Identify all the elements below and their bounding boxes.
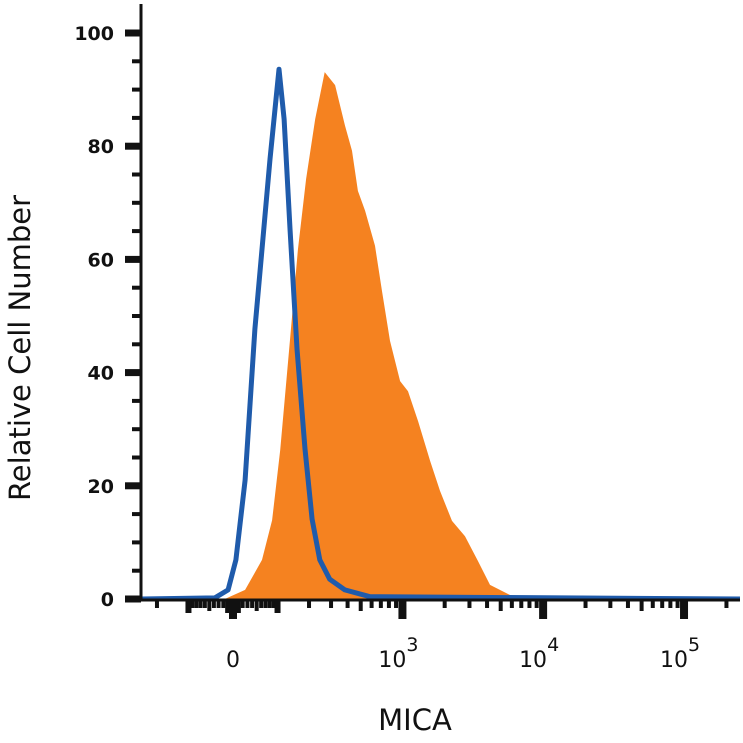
x-tick-label: 0 (226, 648, 240, 673)
y-tick-label: 20 (88, 476, 114, 498)
y-tick-label: 80 (88, 136, 114, 158)
x-tick-exponent: 3 (406, 634, 418, 656)
y-tick-label: 60 (88, 249, 114, 271)
series-layer (141, 66, 741, 602)
x-tick-label: 104 (519, 634, 559, 673)
x-tick-base: 10 (378, 648, 406, 673)
y-axis-title: Relative Cell Number (3, 195, 37, 501)
series-filled-histogram (224, 72, 530, 600)
y-tick-label: 40 (88, 363, 114, 385)
x-axis-title: MICA (378, 703, 452, 737)
x-tick-base: 10 (660, 648, 688, 673)
x-tick-label: 105 (660, 634, 700, 673)
x-tick-label: 103 (378, 634, 418, 673)
x-tick-base: 10 (519, 648, 547, 673)
x-tick-exponent: 4 (547, 634, 559, 656)
x-tick-base: 0 (226, 648, 240, 673)
y-ticks: 0 20 40 60 80 100 (74, 23, 141, 611)
y-tick-label: 0 (101, 589, 114, 611)
x-tick-exponent: 5 (688, 634, 700, 656)
series-outline-histogram (141, 66, 741, 602)
y-tick-label: 100 (74, 23, 114, 45)
